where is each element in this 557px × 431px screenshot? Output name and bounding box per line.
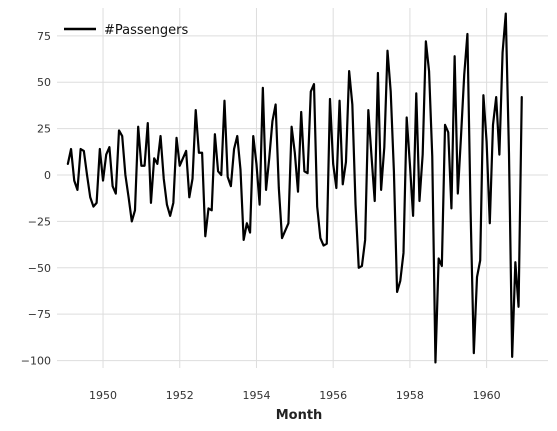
y-tick-label: −50: [28, 262, 51, 275]
y-tick-label: −75: [28, 308, 51, 321]
y-tick-label: 25: [37, 123, 51, 136]
legend: #Passengers: [64, 23, 188, 38]
series-layer: [66, 12, 523, 364]
x-axis-title: Month: [276, 408, 323, 423]
x-tick-label: 1960: [473, 389, 501, 402]
x-tick-label: 1954: [242, 389, 270, 402]
series-line-passengers: [66, 12, 523, 364]
y-tick-label: 0: [44, 169, 51, 182]
y-tick-label: 50: [37, 76, 51, 89]
x-tick-label: 1952: [166, 389, 194, 402]
x-axis-ticks: 1950 1952 1954 1956 1958 1960: [89, 389, 501, 402]
y-tick-label: −100: [21, 355, 51, 368]
y-tick-label: 75: [37, 30, 51, 43]
y-tick-label: −25: [28, 215, 51, 228]
legend-label: #Passengers: [104, 23, 188, 38]
x-tick-label: 1958: [396, 389, 424, 402]
x-tick-label: 1956: [319, 389, 347, 402]
grid: [57, 8, 548, 368]
y-axis-ticks: −100 −75 −50 −25 0 25 50 75: [21, 30, 51, 368]
x-tick-label: 1950: [89, 389, 117, 402]
